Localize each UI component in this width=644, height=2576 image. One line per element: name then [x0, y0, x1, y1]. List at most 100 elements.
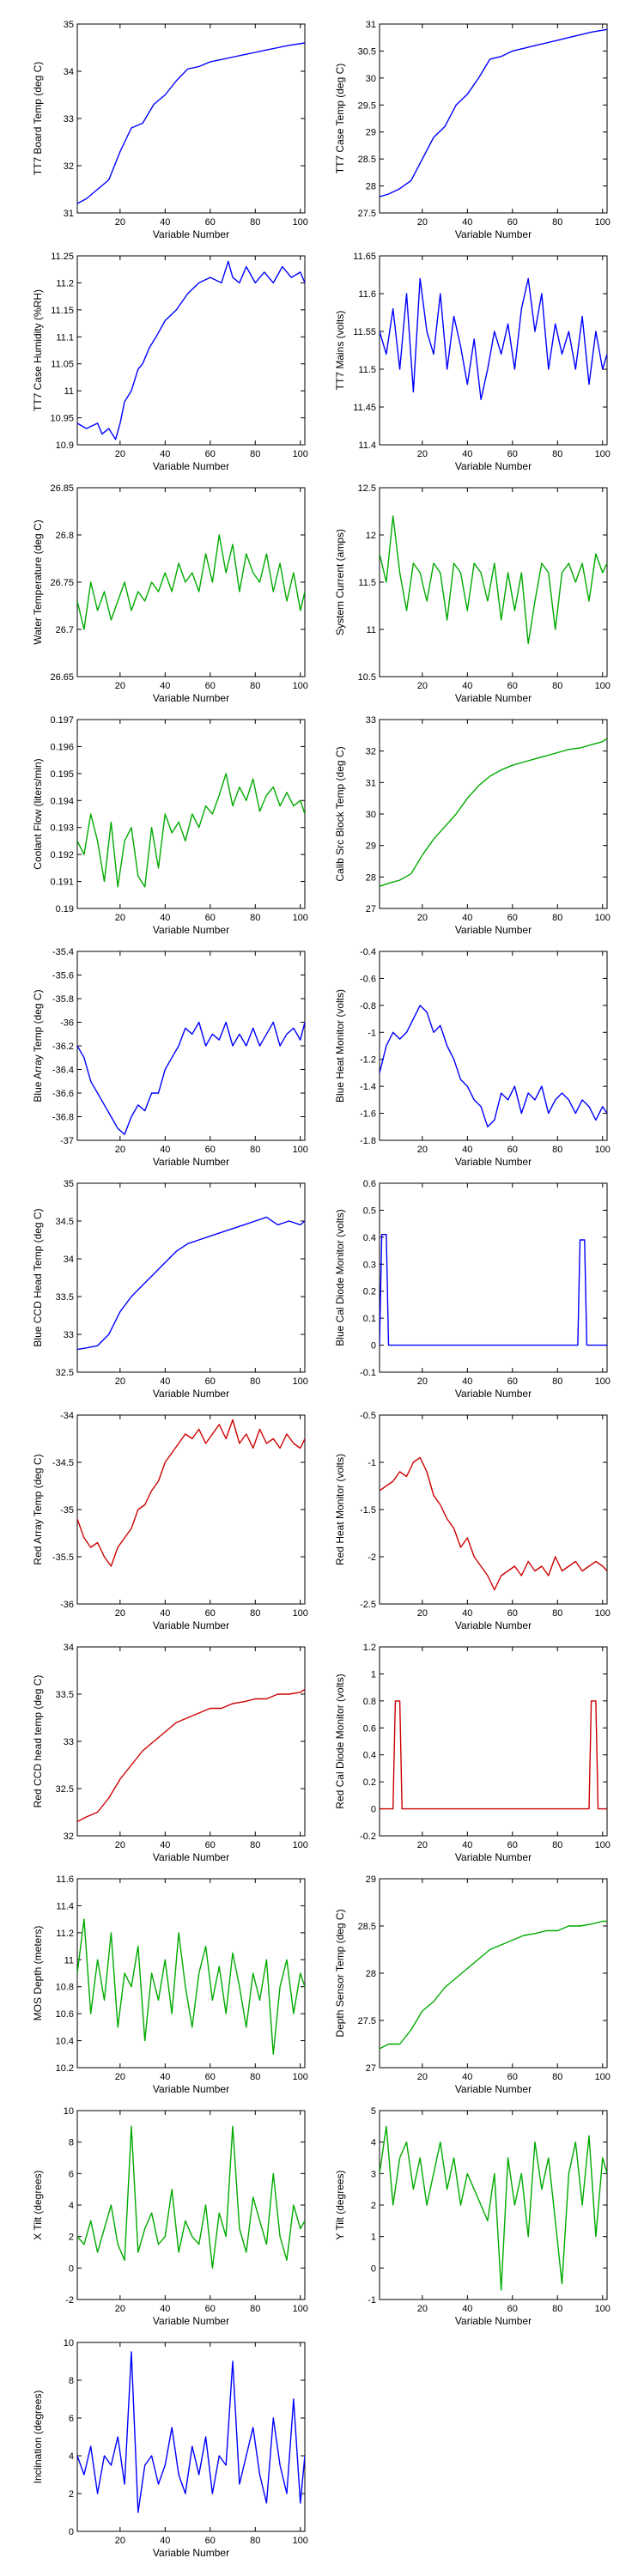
y-tick-label: -36.4 — [52, 1066, 74, 1076]
y-tick-label: -37 — [60, 1136, 74, 1146]
x-tick-label: 80 — [552, 913, 562, 923]
y-tick-label: 29.5 — [358, 100, 376, 111]
x-tick-label: 60 — [205, 2536, 216, 2546]
x-tick-label: 80 — [552, 1145, 562, 1155]
y-tick-label: -35 — [60, 1505, 74, 1516]
x-tick-label: 100 — [293, 1145, 308, 1155]
y-tick-label: -35.5 — [52, 1552, 74, 1563]
series-line — [77, 1688, 305, 1823]
y-tick-label: 34 — [64, 67, 74, 77]
y-tick-label: 31 — [366, 778, 376, 788]
y-tick-label: 1 — [371, 1669, 376, 1680]
y-tick-label: 10 — [64, 2106, 74, 2117]
x-tick-label: 40 — [160, 1376, 170, 1387]
y-tick-label: 0 — [371, 1341, 376, 1352]
x-tick-label: 40 — [160, 1608, 170, 1619]
y-tick-label: 27.5 — [358, 209, 376, 219]
y-axis-label: System Current (amps) — [334, 529, 346, 635]
x-tick-label: 80 — [250, 217, 260, 228]
x-tick-label: 20 — [417, 913, 428, 923]
x-tick-label: 60 — [205, 1840, 216, 1850]
plot-area — [76, 487, 306, 677]
y-axis-label: TT7 Case Humidity (%RH) — [32, 289, 44, 411]
y-tick-label: 10.2 — [56, 2063, 74, 2074]
x-tick-label: 100 — [293, 2304, 308, 2314]
y-tick-label: 11.5 — [358, 578, 376, 588]
chart-1: 31 32 33 34 35 20 40 60 80 100 Variable Number TT7 … — [32, 20, 308, 240]
y-tick-label: 0.192 — [50, 850, 74, 860]
x-tick-label: 60 — [507, 217, 518, 228]
x-tick-label: 20 — [115, 913, 125, 923]
x-tick-label: 60 — [205, 2072, 216, 2082]
chart-8: 27 28 29 30 31 32 33 20 40 60 80 100 Variable Number… — [334, 715, 611, 936]
y-tick-label: -35.8 — [52, 994, 74, 1005]
x-tick-label: 60 — [507, 1145, 518, 1155]
x-axis-label: Variable Number — [153, 460, 229, 472]
x-tick-label: 60 — [507, 913, 518, 923]
y-tick-label: -34 — [60, 1411, 74, 1421]
x-tick-label: 80 — [552, 1376, 562, 1387]
x-tick-label: 80 — [250, 2072, 260, 2082]
y-tick-label: -36.2 — [52, 1042, 74, 1052]
x-tick-label: 40 — [160, 2304, 170, 2314]
x-tick-label: 40 — [462, 1608, 472, 1619]
y-tick-label: 26.7 — [56, 625, 74, 635]
y-tick-label: 6 — [69, 2414, 74, 2424]
chart-14: -2.5 -2 -1.5 -1 -0.5 20 40 60 80 100 Variable Numb… — [334, 1411, 611, 1631]
x-tick-label: 60 — [205, 913, 216, 923]
x-tick-label: 80 — [250, 681, 260, 691]
plot-area — [76, 255, 306, 446]
x-tick-label: 60 — [507, 2304, 518, 2314]
x-tick-label: 40 — [462, 913, 472, 923]
x-tick-label: 100 — [595, 913, 611, 923]
y-tick-label: -0.1 — [360, 1368, 376, 1378]
y-tick-label: 2 — [69, 2489, 74, 2500]
y-tick-label: 31 — [64, 209, 74, 219]
y-axis-label: TT7 Mains (volts) — [334, 311, 346, 391]
x-tick-label: 80 — [250, 2304, 260, 2314]
y-tick-label: 27 — [366, 2063, 376, 2074]
x-tick-label: 80 — [552, 449, 562, 459]
x-tick-label: 20 — [115, 2072, 125, 2082]
y-tick-label: 11.55 — [353, 327, 376, 337]
x-tick-label: 20 — [417, 1376, 428, 1387]
plot-area — [76, 1182, 306, 1373]
x-tick-label: 20 — [417, 217, 428, 228]
y-tick-label: 10.4 — [56, 2037, 74, 2047]
y-tick-label: -0.6 — [360, 974, 376, 984]
series-line — [380, 277, 607, 400]
y-tick-label: 32.5 — [56, 1784, 74, 1795]
x-axis-label: Variable Number — [455, 1619, 532, 1631]
series-line — [77, 2351, 305, 2513]
y-tick-label: 11.65 — [353, 252, 376, 262]
y-tick-label: 0.191 — [50, 878, 74, 888]
chart-13: -36 -35.5 -35 -34.5 -34 20 40 60 80 100 Variable N… — [32, 1411, 308, 1631]
y-axis-label: Water Temperature (deg C) — [32, 519, 44, 644]
x-tick-label: 40 — [160, 2072, 170, 2082]
y-tick-label: 0.197 — [50, 715, 74, 726]
x-tick-label: 60 — [507, 1608, 518, 1619]
x-tick-label: 100 — [595, 1145, 611, 1155]
y-tick-label: 33 — [64, 1330, 74, 1340]
y-tick-label: 11.4 — [358, 440, 376, 451]
x-tick-label: 60 — [205, 2304, 216, 2314]
y-tick-label: 8 — [69, 2376, 74, 2386]
x-tick-label: 40 — [462, 1840, 472, 1850]
y-tick-label: 26.65 — [50, 672, 74, 683]
x-axis-label: Variable Number — [153, 1619, 229, 1631]
y-tick-label: -0.2 — [360, 1832, 376, 1842]
y-tick-label: -35.4 — [52, 947, 74, 957]
y-axis-label: Red Array Temp (deg C) — [32, 1454, 44, 1564]
y-axis-label: Blue Cal Diode Monitor (volts) — [334, 1209, 346, 1346]
y-tick-label: 4 — [371, 2138, 376, 2148]
series-line — [380, 1700, 607, 1810]
chart-4: 11.4 11.45 11.5 11.55 11.6 11.65 20 40 60 80 100 Va… — [334, 252, 611, 472]
y-tick-label: 1.2 — [363, 1643, 376, 1653]
y-tick-label: 11.25 — [51, 252, 74, 262]
series-line — [77, 534, 305, 630]
y-tick-label: 35 — [64, 1179, 74, 1189]
y-tick-label: -2.5 — [360, 1600, 376, 1610]
y-tick-label: 28.5 — [358, 1922, 376, 1932]
x-tick-label: 80 — [250, 2536, 260, 2546]
y-tick-label: 0.8 — [363, 1697, 376, 1707]
